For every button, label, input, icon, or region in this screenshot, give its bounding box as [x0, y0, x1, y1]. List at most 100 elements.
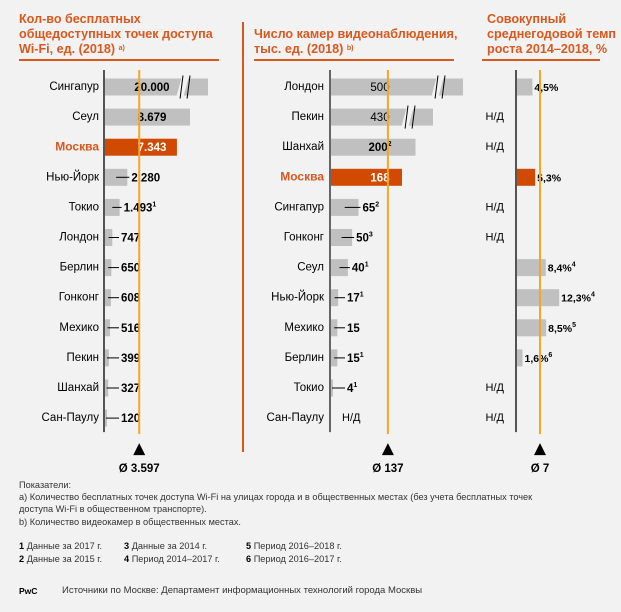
category-label: Сан-Паулу: [267, 412, 325, 424]
footnote-4: 4 Период 2014–2017 г.: [124, 554, 220, 564]
chart3-title-line: роста 2014–2018, %: [487, 42, 608, 56]
category-label: Мехико: [59, 322, 99, 334]
value-label: 120: [121, 413, 140, 425]
value-label: 41: [347, 382, 357, 395]
na-label: Н/Д: [486, 231, 505, 243]
footnote-6: 6 Период 2016–2017 г.: [246, 554, 342, 564]
chart3-title: Совокупный среднегодовой темп роста 2014…: [487, 12, 616, 57]
na-label: Н/Д: [486, 141, 505, 153]
category-label: Лондон: [59, 232, 99, 244]
value-label: 430: [370, 112, 389, 124]
value-label: 500: [370, 82, 389, 94]
footnote-1: 1 Данные за 2017 г.: [19, 541, 103, 551]
chart2-title: Число камер видеонаблюдения, тыс. ед. (2…: [254, 27, 457, 57]
chart1-title-note: a): [118, 45, 125, 52]
bar-highlight: [105, 138, 177, 156]
value-label: 650: [121, 263, 140, 275]
category-label: Шанхай: [282, 141, 324, 153]
value-label: 4,5%: [534, 82, 559, 94]
source-text: Источники по Москве: Департамент информа…: [62, 585, 423, 596]
chart3-title-line: Совокупный: [487, 12, 567, 26]
category-label: Гонконг: [284, 232, 324, 244]
category-label: Токио: [69, 201, 99, 213]
value-label: 516: [121, 323, 140, 335]
chart2-title-note: b): [346, 45, 354, 52]
category-label: Пекин: [67, 352, 99, 364]
notes-block: Показатели: a) Количество бесплатных точ…: [19, 479, 532, 528]
note-b: b) Количество видеокамер в общественных …: [19, 516, 241, 527]
separator-1: [242, 22, 244, 452]
value-label: 20.000: [134, 82, 169, 94]
bar: [517, 289, 560, 307]
bar: [517, 259, 546, 277]
axis-break-mark: [404, 105, 409, 129]
axis-break-mark: [434, 75, 439, 99]
average-marker-icon: [381, 443, 394, 456]
axis-break-gap: [175, 75, 190, 99]
bar-highlight: [517, 168, 536, 186]
footnote-2: 2 Данные за 2015 г.: [19, 554, 103, 564]
bar: [105, 108, 190, 126]
value-label: 327: [121, 383, 140, 395]
value-label: 12,3%4: [561, 292, 595, 305]
na-label: Н/Д: [486, 201, 505, 213]
bar: [517, 319, 547, 337]
value-label: 8,5%5: [548, 322, 576, 335]
axis-break-mark: [186, 75, 191, 99]
axis-break-gap: [400, 105, 415, 129]
chart3-title-line: среднегодовой темп: [487, 27, 617, 41]
chart2-title-line: тыс. ед. (2018): [254, 42, 344, 56]
value-label: 608: [121, 293, 141, 305]
notes-heading: Показатели:: [19, 480, 72, 490]
category-label: Шанхай: [57, 382, 99, 394]
category-label: Лондон: [284, 81, 324, 93]
charts-canvas: Сингапур 20.000 Сеул 8.679 Москва 7.343 Нью-Йо…: [42, 70, 595, 475]
category-label: Нью-Йорк: [46, 170, 100, 183]
value-label: 652: [362, 201, 379, 214]
footnote-3: 3 Данные за 2014 г.: [124, 541, 208, 551]
axis-break-mark: [411, 105, 416, 129]
category-label: Токио: [294, 382, 324, 394]
axis-break-mark: [441, 75, 446, 99]
chart2-title-line: Число камер видеонаблюдения,: [254, 27, 458, 41]
category-label: Гонконг: [59, 292, 99, 304]
value-label: 168: [370, 172, 390, 184]
chart1-title-line: Wi-Fi, ед. (2018): [19, 42, 116, 56]
value-label: 401: [352, 261, 369, 274]
na-label: Н/Д: [486, 382, 505, 394]
category-label: Берлин: [285, 352, 324, 364]
na-label: Н/Д: [486, 412, 505, 424]
chart1-title-line: Кол-во бесплатных: [19, 12, 141, 26]
average-label: Ø 3.597: [119, 463, 160, 475]
category-label: Москва: [55, 139, 99, 153]
bar: [517, 78, 533, 96]
average-label: Ø 137: [372, 463, 403, 475]
chart1-title-rule: [19, 59, 219, 61]
category-label: Москва: [280, 169, 324, 183]
value-label: 171: [347, 292, 364, 305]
axis-break-mark: [179, 75, 184, 99]
chart3-title-rule: [482, 59, 600, 61]
na-label: Н/Д: [486, 111, 505, 123]
value-label: 2.280: [131, 172, 160, 184]
bar-highlight: [331, 168, 402, 186]
bar: [331, 78, 463, 96]
average-marker-icon: [133, 443, 146, 456]
category-label: Берлин: [60, 262, 99, 274]
value-label: 503: [356, 231, 373, 244]
category-label: Пекин: [292, 111, 324, 123]
value-label: 5,3%: [537, 172, 562, 184]
value-label: 151: [347, 352, 364, 365]
category-label: Сеул: [297, 262, 324, 274]
footnote-5: 5 Период 2016–2018 г.: [246, 541, 342, 551]
average-label: Ø 7: [531, 463, 550, 475]
value-label: 1,6%6: [524, 352, 552, 365]
brand-logo: PwC: [19, 586, 38, 596]
value-label: 1.4931: [124, 201, 157, 214]
value-label: 399: [121, 353, 140, 365]
value-label: 7.343: [138, 142, 167, 154]
category-label: Сан-Паулу: [42, 412, 100, 424]
value-label: 747: [121, 233, 140, 245]
value-label: 8,4%4: [548, 261, 576, 274]
na-label: Н/Д: [342, 412, 361, 424]
